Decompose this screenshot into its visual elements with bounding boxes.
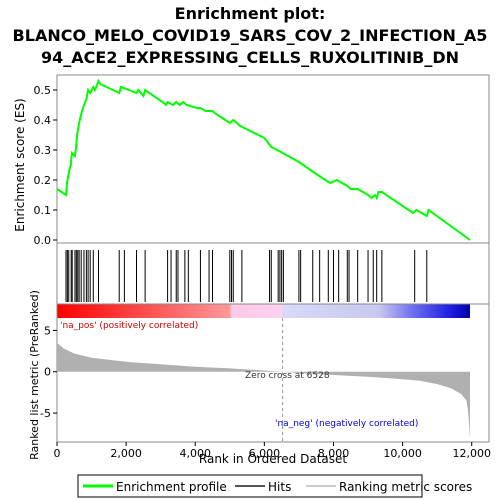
plot-title-line-2: BLANCO_MELO_COVID19_SARS_COV_2_INFECTION… [13,26,488,45]
es-y-tick-label: 0.2 [34,174,52,187]
zero-cross-label: Zero cross at 6528 [245,371,330,381]
x-tick-label: 4,000 [179,447,211,460]
x-axis: 0 2,000 4,000 6,000 8,000 10,000 12,000 [54,442,491,460]
metric-y-tick-label: 0 [44,366,51,379]
hits-panel [56,242,490,305]
es-y-tick-label: 0.3 [34,144,52,157]
metric-y-axis-label: Ranked list metric (PreRanked) [28,290,41,460]
x-tick-label: 10,000 [383,447,422,460]
plot-title-line-1: Enrichment plot: [175,4,326,23]
legend-hits-label: Hits [268,480,291,494]
rank-color-bar [57,304,470,318]
x-tick-label: 0 [54,447,61,460]
metric-y-tick-label: -5 [40,407,51,420]
na-pos-label: 'na_pos' (positively correlated) [60,321,198,331]
ranking-metric-area [57,342,470,438]
enrichment-panel: 0.0 0.1 0.2 0.3 0.4 0.5 Enrichment score (ES) [13,74,490,247]
enrichment-y-axis-label: Enrichment score (ES) [13,98,27,231]
es-y-tick-label: 0.1 [34,204,52,217]
x-tick-label: 6,000 [249,447,281,460]
x-tick-label: 2,000 [110,447,142,460]
metric-panel: -5 0 5 'na_pos' (positively correlated) Ze… [28,290,490,460]
legend: Enrichment profile Hits Ranking metric s… [77,474,472,498]
es-y-tick-label: 0.0 [34,234,52,247]
x-axis-label: Rank in Ordered Dataset [199,452,347,466]
legend-metric-label: Ranking metric scores [339,480,472,494]
enrichment-profile-line [56,78,471,241]
legend-enrichment-label: Enrichment profile [116,480,227,494]
x-tick-label: 8,000 [318,447,350,460]
es-y-tick-label: 0.4 [34,114,52,127]
hits-panel-frame [56,242,490,305]
na-neg-label: 'na_neg' (negatively correlated) [275,419,418,429]
enrichment-panel-frame [56,74,490,244]
x-tick-label: 12,000 [452,447,491,460]
es-y-tick-label: 0.5 [34,84,52,97]
plot-title-line-3: 94_ACE2_EXPRESSING_CELLS_RUXOLITINIB_DN [41,48,459,67]
metric-panel-frame [56,303,490,443]
metric-y-tick-label: 5 [44,324,51,337]
